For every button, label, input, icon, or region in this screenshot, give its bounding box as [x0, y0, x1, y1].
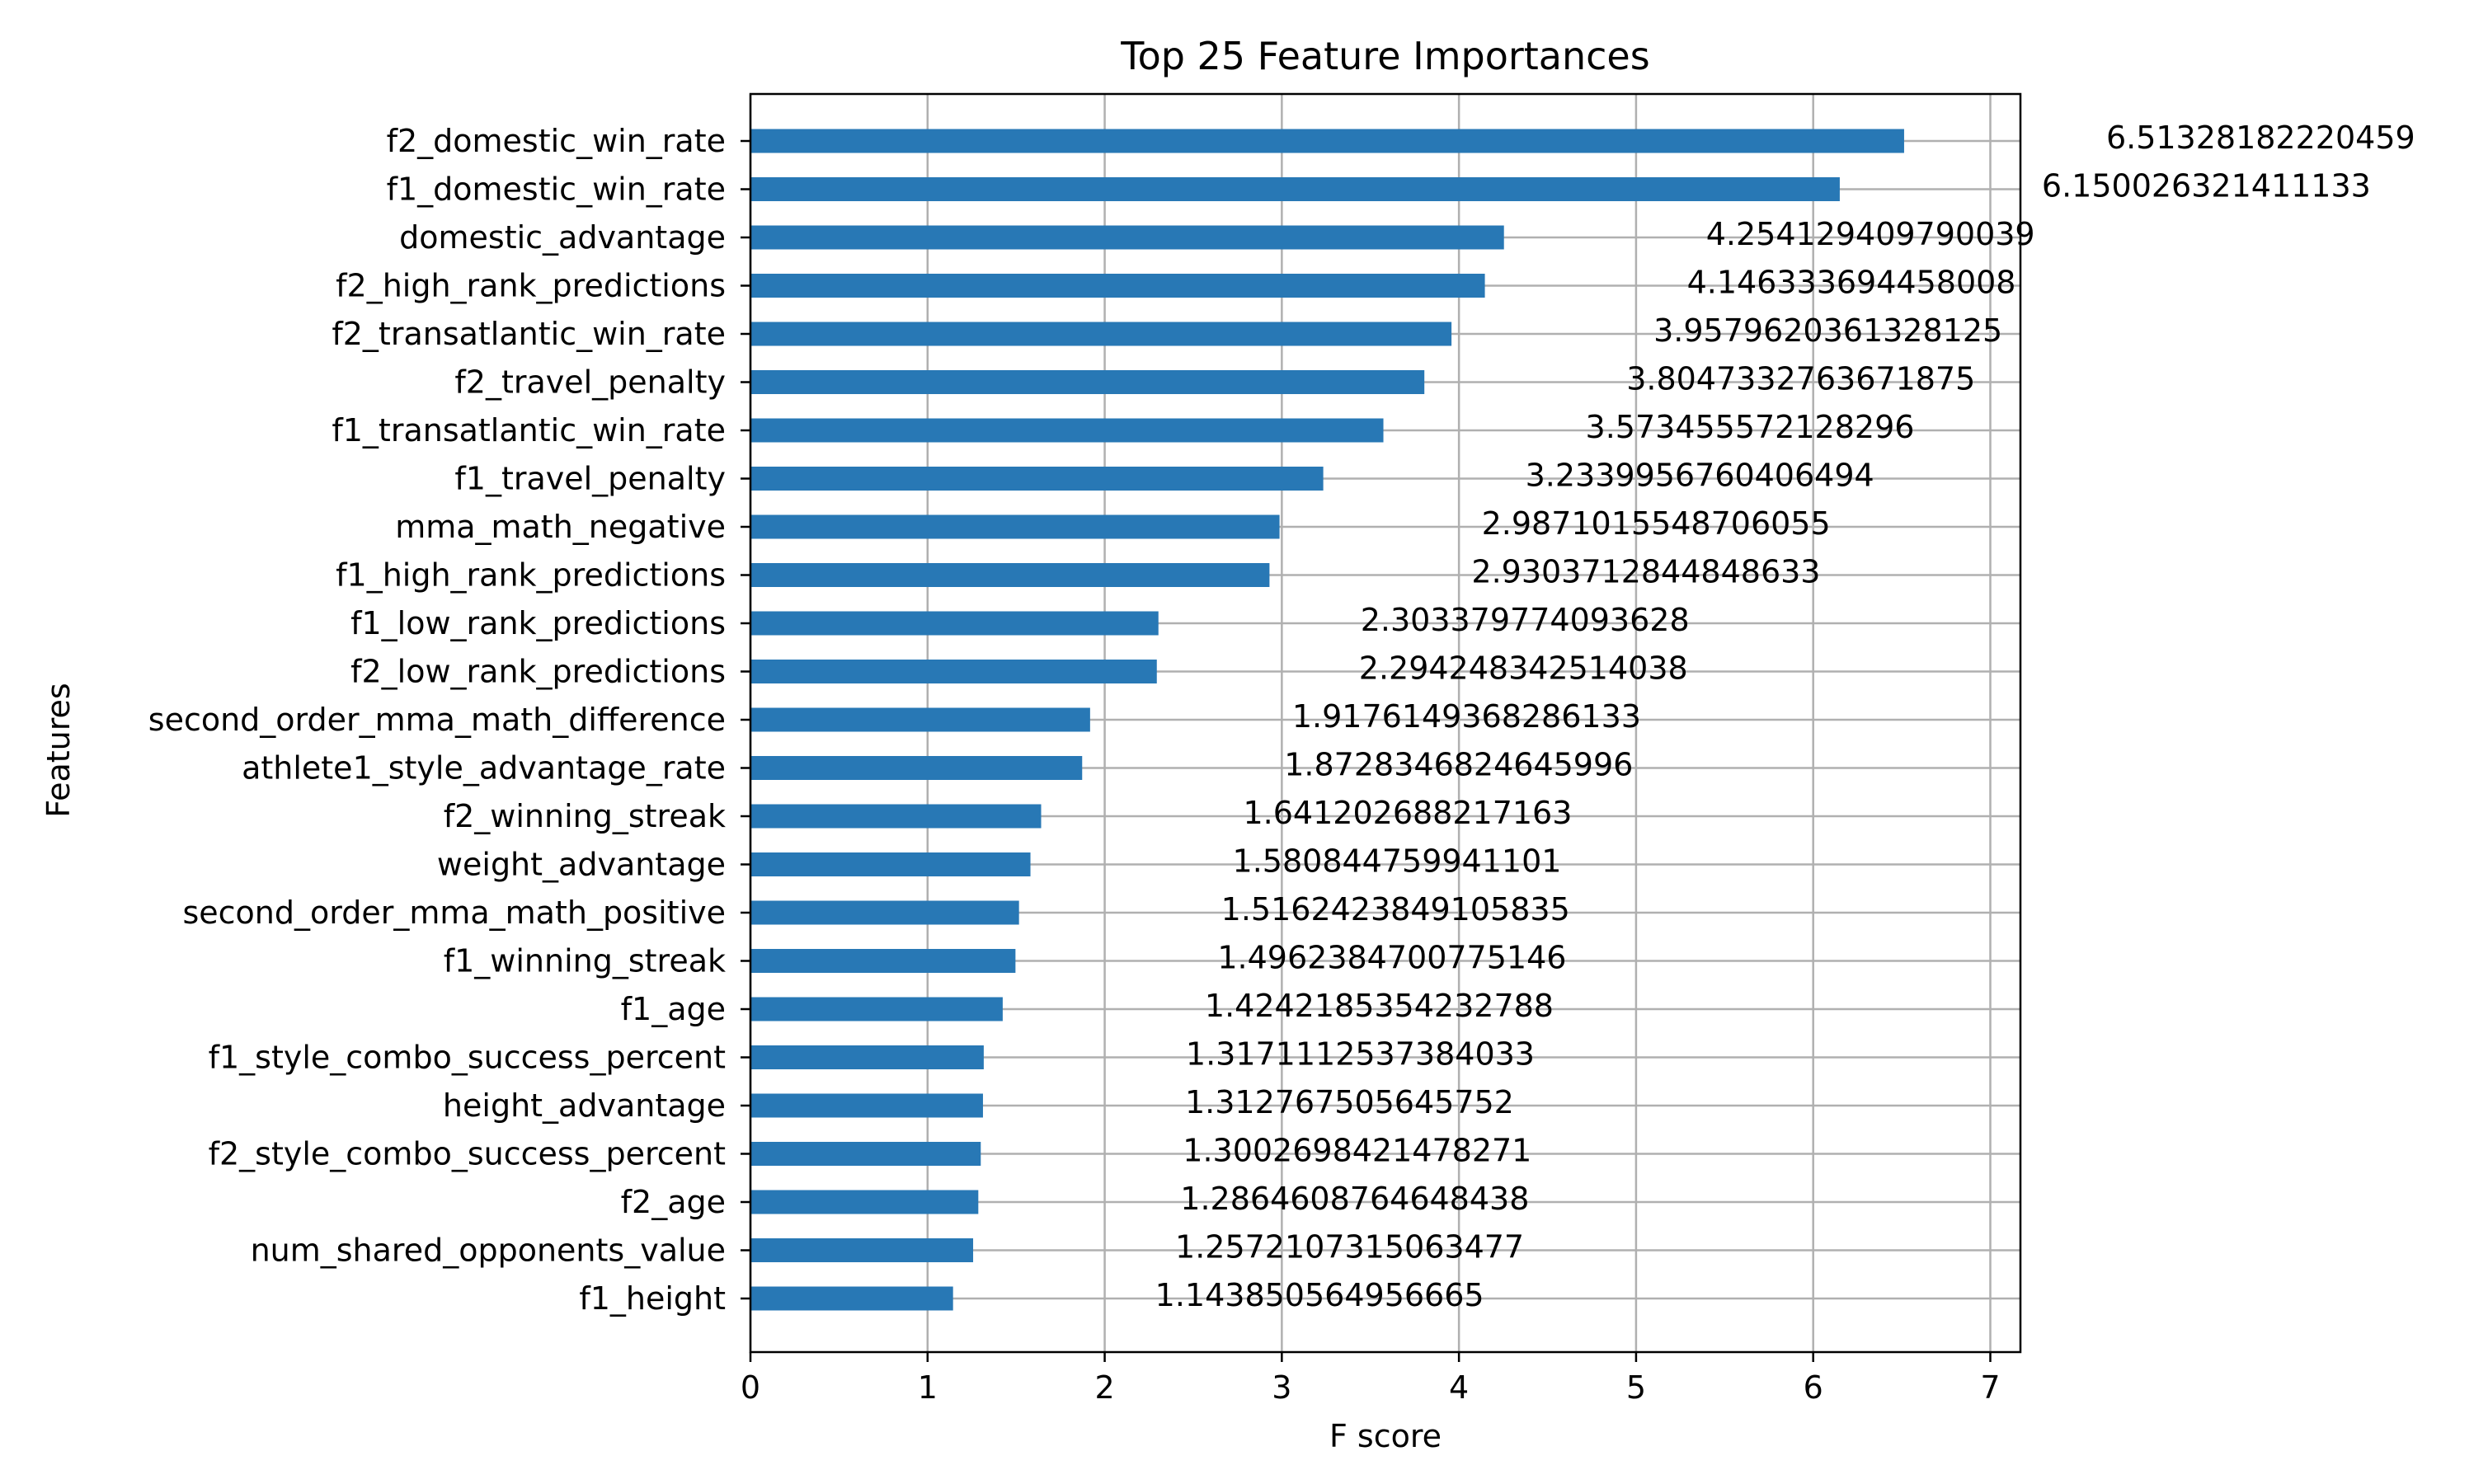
y-tick-label-num_shared_opponents_value: num_shared_opponents_value	[251, 1233, 726, 1269]
y-tick-label-f1_age: f1_age	[621, 991, 726, 1027]
value-label-f2_winning_streak: 1.641202688217163	[1244, 795, 1573, 831]
x-tick-label-0: 0	[741, 1369, 760, 1406]
value-label-height_advantage: 1.312767505645752	[1185, 1084, 1514, 1120]
plot-frame	[749, 92, 2022, 1354]
y-tick-label-height_advantage: height_advantage	[443, 1087, 726, 1124]
y-tick-label-f1_transatlantic_win_rate: f1_transatlantic_win_rate	[332, 412, 726, 448]
bar-f2_travel_penalty	[750, 370, 1425, 394]
value-label-f2_style_combo_success_percent: 1.3002698421478271	[1183, 1133, 1531, 1169]
value-label-f2_low_rank_predictions: 2.294248342514038	[1359, 650, 1688, 687]
bar-f1_winning_streak	[750, 949, 1016, 973]
y-tick-label-mma_math_negative: mma_math_negative	[395, 509, 726, 545]
x-axis-label: F score	[1329, 1418, 1442, 1454]
x-tick-label-2: 2	[1094, 1369, 1114, 1406]
y-tick-label-f1_travel_penalty: f1_travel_penalty	[454, 461, 726, 497]
chart-title: Top 25 Feature Importances	[1120, 34, 1649, 78]
y-tick-label-f2_age: f2_age	[621, 1184, 726, 1220]
y-tick-label-domestic_advantage: domestic_advantage	[399, 219, 726, 256]
y-tick-label-weight_advantage: weight_advantage	[437, 847, 726, 883]
y-tick-label-f2_style_combo_success_percent: f2_style_combo_success_percent	[209, 1136, 726, 1172]
value-label-f2_high_rank_predictions: 4.146333694458008	[1687, 265, 2016, 301]
x-tick-label-3: 3	[1272, 1369, 1291, 1406]
bar-f2_low_rank_predictions	[750, 660, 1157, 683]
y-tick-label-f1_low_rank_predictions: f1_low_rank_predictions	[350, 605, 726, 641]
y-tick-label-f2_travel_penalty: f2_travel_penalty	[454, 364, 726, 401]
x-tick-label-5: 5	[1626, 1369, 1646, 1406]
bar-second_order_mma_math_positive	[750, 900, 1019, 925]
bar-num_shared_opponents_value	[750, 1238, 974, 1262]
y-tick-label-f1_domestic_win_rate: f1_domestic_win_rate	[387, 171, 726, 208]
value-label-f1_style_combo_success_percent: 1.3171112537384033	[1186, 1036, 1535, 1073]
x-tick-label-6: 6	[1804, 1369, 1823, 1406]
value-label-f2_age: 1.2864608764648438	[1180, 1181, 1529, 1217]
value-label-f1_travel_penalty: 3.2339956760406494	[1526, 458, 1874, 494]
y-tick-label-f1_style_combo_success_percent: f1_style_combo_success_percent	[209, 1040, 726, 1076]
bar-f1_height	[750, 1286, 953, 1311]
value-label-f1_winning_streak: 1.4962384700775146	[1217, 940, 1566, 976]
y-tick-label-f1_high_rank_predictions: f1_high_rank_predictions	[336, 557, 726, 594]
y-tick-label-athlete1_style_advantage_rate: athlete1_style_advantage_rate	[242, 750, 726, 787]
y-tick-label-f2_low_rank_predictions: f2_low_rank_predictions	[350, 654, 726, 690]
y-tick-label-f2_winning_streak: f2_winning_streak	[444, 798, 726, 834]
value-label-second_order_mma_math_positive: 1.5162423849105835	[1221, 891, 1570, 928]
y-tick-label-f1_height: f1_height	[579, 1280, 726, 1317]
y-tick-label-f2_high_rank_predictions: f2_high_rank_predictions	[336, 268, 726, 304]
bar-domestic_advantage	[750, 225, 1504, 250]
y-axis-label: Features	[40, 683, 77, 817]
bar-f1_age	[750, 997, 1003, 1021]
bar-f1_transatlantic_win_rate	[750, 418, 1384, 443]
value-label-domestic_advantage: 4.254129409790039	[1706, 216, 2035, 252]
value-label-f2_domestic_win_rate: 6.51328182220459	[2106, 120, 2415, 156]
value-label-second_order_mma_math_difference: 1.9176149368286133	[1292, 698, 1641, 735]
value-label-num_shared_opponents_value: 1.2572107315063477	[1175, 1229, 1524, 1266]
bar-athlete1_style_advantage_rate	[750, 756, 1083, 780]
value-label-f2_transatlantic_win_rate: 3.9579620361328125	[1653, 312, 2002, 349]
bar-f2_winning_streak	[750, 804, 1042, 829]
bar-mma_math_negative	[750, 514, 1280, 539]
value-label-f1_domestic_win_rate: 6.150026321411133	[2042, 168, 2371, 204]
bar-f2_domestic_win_rate	[750, 129, 1904, 153]
axis-layer	[741, 92, 2022, 1362]
value-label-athlete1_style_advantage_rate: 1.8728346824645996	[1284, 747, 1633, 783]
bar-f2_age	[750, 1190, 979, 1214]
bar-f2_high_rank_predictions	[750, 274, 1485, 298]
bar-f1_low_rank_predictions	[750, 611, 1159, 636]
value-label-weight_advantage: 1.580844759941101	[1233, 843, 1562, 880]
y-tick-label-f2_transatlantic_win_rate: f2_transatlantic_win_rate	[332, 316, 726, 352]
x-tick-label-4: 4	[1449, 1369, 1469, 1406]
y-tick-label-f2_domestic_win_rate: f2_domestic_win_rate	[387, 123, 726, 159]
bar-f1_travel_penalty	[750, 467, 1324, 491]
value-label-f2_travel_penalty: 3.8047332763671875	[1626, 361, 1975, 397]
x-tick-label-1: 1	[918, 1369, 938, 1406]
bar-f2_style_combo_success_percent	[750, 1142, 981, 1166]
bar-height_advantage	[750, 1093, 983, 1118]
x-tick-label-7: 7	[1980, 1369, 2000, 1406]
y-tick-label-second_order_mma_math_positive: second_order_mma_math_positive	[182, 895, 726, 931]
bar-f1_style_combo_success_percent	[750, 1045, 984, 1069]
value-label-f1_transatlantic_win_rate: 3.573455572128296	[1586, 409, 1915, 445]
y-tick-label-f1_winning_streak: f1_winning_streak	[444, 943, 726, 979]
value-label-f1_age: 1.4242185354232788	[1205, 988, 1554, 1024]
bar-f1_high_rank_predictions	[750, 563, 1270, 587]
value-label-mma_math_negative: 2.9871015548706055	[1482, 505, 1831, 542]
value-label-f1_height: 1.143850564956665	[1155, 1277, 1484, 1313]
bar-layer	[750, 129, 1904, 1311]
y-tick-label-second_order_mma_math_difference: second_order_mma_math_difference	[148, 702, 726, 738]
bar-weight_advantage	[750, 852, 1031, 876]
value-label-f1_high_rank_predictions: 2.9303712844848633	[1471, 554, 1820, 590]
bar-second_order_mma_math_difference	[750, 707, 1090, 732]
label-layer: f2_domestic_win_rate 6.51328182220459 f1_d…	[148, 120, 2415, 1406]
bar-f2_transatlantic_win_rate	[750, 322, 1452, 346]
bar-f1_domestic_win_rate	[750, 177, 1840, 201]
value-label-f1_low_rank_predictions: 2.303379774093628	[1361, 602, 1690, 638]
